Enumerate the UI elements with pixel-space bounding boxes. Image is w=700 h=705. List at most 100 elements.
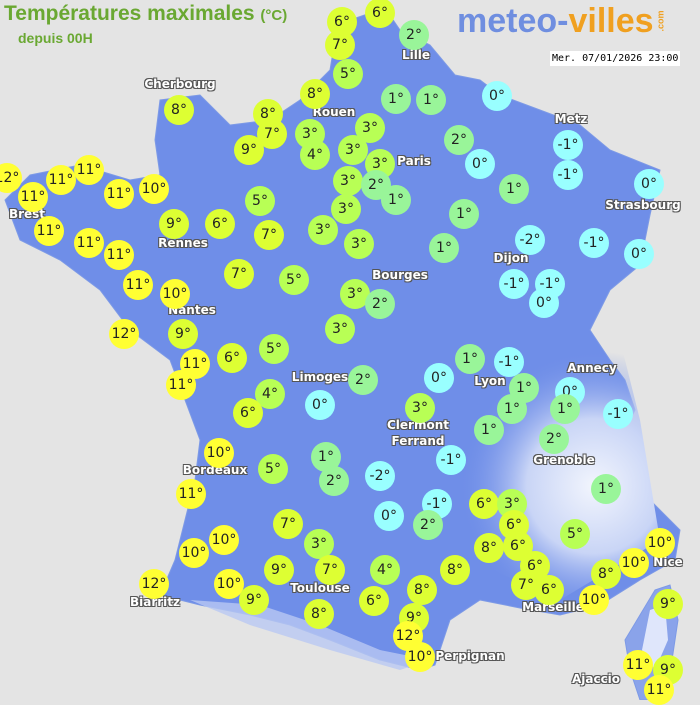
temperature-marker[interactable]: 8° — [474, 533, 504, 563]
temperature-marker[interactable]: -2° — [515, 225, 545, 255]
temperature-marker[interactable]: 0° — [465, 149, 495, 179]
temperature-marker[interactable]: -1° — [436, 445, 466, 475]
temperature-marker[interactable]: 2° — [399, 20, 429, 50]
temperature-marker[interactable]: 8° — [440, 555, 470, 585]
temperature-marker[interactable]: 11° — [123, 270, 153, 300]
temperature-marker[interactable]: 11° — [104, 179, 134, 209]
temperature-marker[interactable]: 1° — [550, 394, 580, 424]
temperature-marker[interactable]: 9° — [234, 135, 264, 165]
meteo-villes-logo[interactable]: meteo-villes .com — [457, 2, 675, 41]
temperature-marker[interactable]: 1° — [497, 394, 527, 424]
temperature-marker[interactable]: 12° — [139, 569, 169, 599]
temperature-marker[interactable]: 0° — [374, 501, 404, 531]
temperature-marker[interactable]: 5° — [279, 265, 309, 295]
temperature-marker[interactable]: 6° — [365, 0, 395, 28]
temperature-marker[interactable]: 5° — [259, 334, 289, 364]
temperature-marker[interactable]: 6° — [217, 343, 247, 373]
temperature-marker[interactable]: 5° — [333, 59, 363, 89]
temperature-marker[interactable]: 6° — [359, 586, 389, 616]
temperature-marker[interactable]: 3° — [344, 229, 374, 259]
temperature-marker[interactable]: 1° — [416, 85, 446, 115]
temperature-marker[interactable]: 10° — [579, 585, 609, 615]
temperature-marker[interactable]: 9° — [168, 319, 198, 349]
temperature-marker[interactable]: 1° — [455, 344, 485, 374]
temperature-marker[interactable]: 7° — [273, 509, 303, 539]
temperature-marker[interactable]: 2° — [413, 510, 443, 540]
temperature-marker[interactable]: -1° — [553, 160, 583, 190]
temperature-marker[interactable]: 0° — [482, 81, 512, 111]
temperature-marker[interactable]: -1° — [499, 269, 529, 299]
temperature-marker[interactable]: 2° — [444, 125, 474, 155]
temperature-marker[interactable]: -1° — [553, 130, 583, 160]
temperature-marker[interactable]: 9° — [653, 589, 683, 619]
temperature-marker[interactable]: 1° — [474, 415, 504, 445]
temperature-marker[interactable]: 1° — [381, 185, 411, 215]
temperature-marker[interactable]: 8° — [164, 95, 194, 125]
temperature-marker[interactable]: 10° — [160, 279, 190, 309]
temperature-marker[interactable]: 9° — [264, 555, 294, 585]
temperature-marker[interactable]: 11° — [176, 479, 206, 509]
temperature-marker[interactable]: 11° — [104, 240, 134, 270]
temperature-marker[interactable]: 3° — [405, 393, 435, 423]
temperature-marker[interactable]: 3° — [338, 135, 368, 165]
temperature-marker[interactable]: 6° — [534, 575, 564, 605]
temperature-marker[interactable]: 11° — [644, 675, 674, 705]
temperature-marker[interactable]: 11° — [166, 370, 196, 400]
temperature-marker[interactable]: 6° — [205, 209, 235, 239]
temperature-marker[interactable]: 3° — [304, 529, 334, 559]
temperature-marker[interactable]: 4° — [300, 140, 330, 170]
temperature-marker[interactable]: 10° — [139, 174, 169, 204]
temperature-marker[interactable]: 12° — [109, 319, 139, 349]
temperature-marker[interactable]: 0° — [529, 288, 559, 318]
temperature-marker[interactable]: 1° — [381, 84, 411, 114]
temperature-marker[interactable]: 11° — [46, 165, 76, 195]
temperature-marker[interactable]: 8° — [300, 79, 330, 109]
temperature-marker[interactable]: 0° — [634, 169, 664, 199]
temperature-marker[interactable]: 3° — [333, 166, 363, 196]
temperature-marker[interactable]: 0° — [305, 390, 335, 420]
temperature-marker[interactable]: 1° — [429, 233, 459, 263]
temperature-marker[interactable]: 10° — [204, 438, 234, 468]
temperature-marker[interactable]: 5° — [245, 186, 275, 216]
temperature-marker[interactable]: -1° — [494, 347, 524, 377]
temperature-marker[interactable]: 10° — [179, 538, 209, 568]
temperature-marker[interactable]: 8° — [304, 599, 334, 629]
temperature-marker[interactable]: 8° — [591, 559, 621, 589]
temperature-marker[interactable]: 1° — [591, 474, 621, 504]
temperature-marker[interactable]: 1° — [499, 174, 529, 204]
temperature-marker[interactable]: 5° — [258, 454, 288, 484]
temperature-marker[interactable]: 7° — [224, 259, 254, 289]
temperature-marker[interactable]: 11° — [18, 182, 48, 212]
temperature-marker[interactable]: 0° — [424, 363, 454, 393]
temperature-marker[interactable]: 9° — [159, 209, 189, 239]
temperature-marker[interactable]: 10° — [645, 528, 675, 558]
temperature-marker[interactable]: -1° — [603, 399, 633, 429]
temperature-marker[interactable]: 6° — [469, 489, 499, 519]
temperature-marker[interactable]: 3° — [331, 194, 361, 224]
temperature-marker[interactable]: 2° — [348, 365, 378, 395]
temperature-marker[interactable]: 11° — [34, 216, 64, 246]
temperature-marker[interactable]: 12° — [0, 163, 22, 193]
temperature-marker[interactable]: 2° — [319, 466, 349, 496]
temperature-marker[interactable]: 11° — [74, 228, 104, 258]
temperature-marker[interactable]: 5° — [560, 519, 590, 549]
temperature-marker[interactable]: 9° — [239, 585, 269, 615]
temperature-marker[interactable]: 3° — [308, 215, 338, 245]
temperature-marker[interactable]: 7° — [315, 555, 345, 585]
temperature-marker[interactable]: 10° — [405, 642, 435, 672]
temperature-marker[interactable]: 6° — [233, 398, 263, 428]
temperature-marker[interactable]: 3° — [325, 314, 355, 344]
temperature-marker[interactable]: 10° — [619, 548, 649, 578]
temperature-marker[interactable]: 10° — [209, 525, 239, 555]
temperature-marker[interactable]: 8° — [407, 575, 437, 605]
temperature-marker[interactable]: -2° — [365, 461, 395, 491]
temperature-marker[interactable]: 11° — [74, 155, 104, 185]
temperature-marker[interactable]: 2° — [539, 424, 569, 454]
temperature-marker[interactable]: 11° — [623, 650, 653, 680]
temperature-marker[interactable]: 7° — [254, 220, 284, 250]
temperature-marker[interactable]: 4° — [370, 555, 400, 585]
temperature-marker[interactable]: 2° — [365, 289, 395, 319]
temperature-marker[interactable]: -1° — [579, 228, 609, 258]
temperature-marker[interactable]: 7° — [325, 30, 355, 60]
temperature-marker[interactable]: -1° — [422, 489, 452, 519]
